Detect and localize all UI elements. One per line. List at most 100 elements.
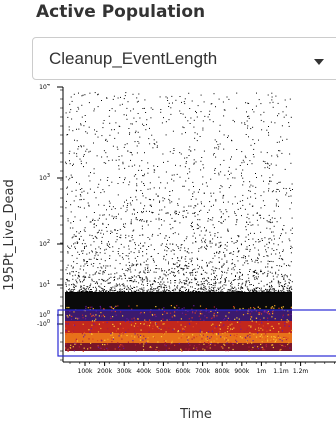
- event-dot: [245, 157, 247, 159]
- event-dot: [287, 337, 289, 339]
- event-dot: [276, 265, 278, 266]
- event-dot: [246, 248, 248, 250]
- event-dot: [201, 335, 203, 337]
- event-dot: [291, 227, 293, 229]
- event-dot: [159, 291, 161, 293]
- event-dot: [247, 288, 249, 290]
- event-dot: [282, 111, 284, 113]
- event-dot: [93, 257, 95, 259]
- event-dot: [210, 324, 213, 326]
- event-dot: [218, 268, 220, 270]
- event-dot: [71, 255, 73, 257]
- event-dot: [134, 248, 136, 250]
- event-dot: [267, 162, 268, 164]
- event-dot: [181, 327, 183, 329]
- event-dot: [248, 289, 250, 291]
- event-dot: [107, 328, 109, 330]
- event-dot: [256, 290, 258, 292]
- event-dot: [176, 286, 178, 288]
- event-dot: [142, 123, 143, 125]
- event-dot: [152, 283, 154, 285]
- event-dot: [260, 119, 262, 121]
- event-dot: [83, 190, 85, 192]
- event-dot: [223, 159, 225, 161]
- event-dot: [269, 285, 270, 287]
- event-dot: [106, 280, 108, 282]
- event-dot: [138, 244, 140, 246]
- event-dot: [67, 350, 69, 352]
- event-dot: [107, 177, 109, 178]
- event-dot: [122, 333, 125, 335]
- event-dot: [131, 235, 133, 236]
- event-dot: [118, 125, 120, 127]
- event-dot: [177, 260, 179, 261]
- event-dot: [136, 97, 138, 99]
- event-dot: [93, 241, 95, 243]
- event-dot: [128, 245, 130, 247]
- event-dot: [104, 260, 106, 262]
- event-dot: [101, 229, 103, 231]
- event-dot: [113, 308, 115, 310]
- event-dot: [220, 322, 222, 324]
- event-dot: [226, 319, 228, 322]
- event-dot: [290, 261, 292, 263]
- event-dot: [197, 219, 199, 221]
- event-dot: [289, 153, 291, 155]
- event-dot: [260, 151, 262, 153]
- event-dot: [278, 237, 280, 239]
- event-dot: [290, 306, 292, 308]
- event-dot: [182, 333, 184, 336]
- event-dot: [245, 291, 247, 293]
- event-dot: [119, 236, 121, 238]
- event-dot: [102, 279, 104, 281]
- event-dot: [230, 341, 232, 343]
- event-dot: [236, 149, 238, 150]
- event-dot: [124, 223, 126, 225]
- event-dot: [290, 313, 292, 315]
- event-dot: [249, 270, 250, 272]
- event-dot: [80, 292, 82, 293]
- event-dot: [226, 261, 228, 263]
- x-tick-label: 500k: [156, 368, 171, 375]
- event-dot: [70, 318, 73, 320]
- event-dot: [218, 257, 220, 259]
- event-dot: [165, 290, 167, 292]
- event-dot: [229, 289, 231, 291]
- density-band-purple: [65, 310, 292, 321]
- event-dot: [206, 332, 208, 334]
- event-dot: [282, 345, 284, 347]
- event-dot: [121, 291, 123, 293]
- event-dot: [93, 172, 95, 174]
- event-dot: [174, 232, 176, 234]
- population-select[interactable]: Cleanup_EventLength: [32, 37, 336, 80]
- event-dot: [248, 115, 250, 117]
- event-dot: [129, 132, 131, 134]
- event-dot: [96, 289, 98, 291]
- event-dot: [139, 291, 141, 293]
- event-dot: [141, 283, 143, 285]
- event-dot: [231, 328, 233, 330]
- event-dot: [254, 278, 256, 280]
- event-dot: [169, 290, 171, 292]
- event-dot: [150, 292, 152, 293]
- event-dot: [102, 291, 104, 292]
- event-dot: [169, 151, 171, 153]
- event-dot: [148, 138, 150, 140]
- event-dot: [268, 126, 269, 127]
- event-dot: [156, 141, 158, 143]
- event-dot: [217, 148, 219, 150]
- event-dot: [158, 217, 160, 219]
- population-gate[interactable]: [57, 309, 336, 357]
- event-dot: [208, 286, 210, 288]
- event-dot: [142, 279, 144, 281]
- event-dot: [232, 343, 234, 345]
- event-dot: [221, 222, 223, 224]
- event-dot: [119, 349, 121, 351]
- event-dot: [72, 236, 74, 238]
- event-dot: [282, 259, 284, 261]
- event-dot: [273, 235, 275, 237]
- event-dot: [145, 260, 147, 262]
- event-dot: [137, 318, 139, 320]
- event-dot: [203, 101, 205, 103]
